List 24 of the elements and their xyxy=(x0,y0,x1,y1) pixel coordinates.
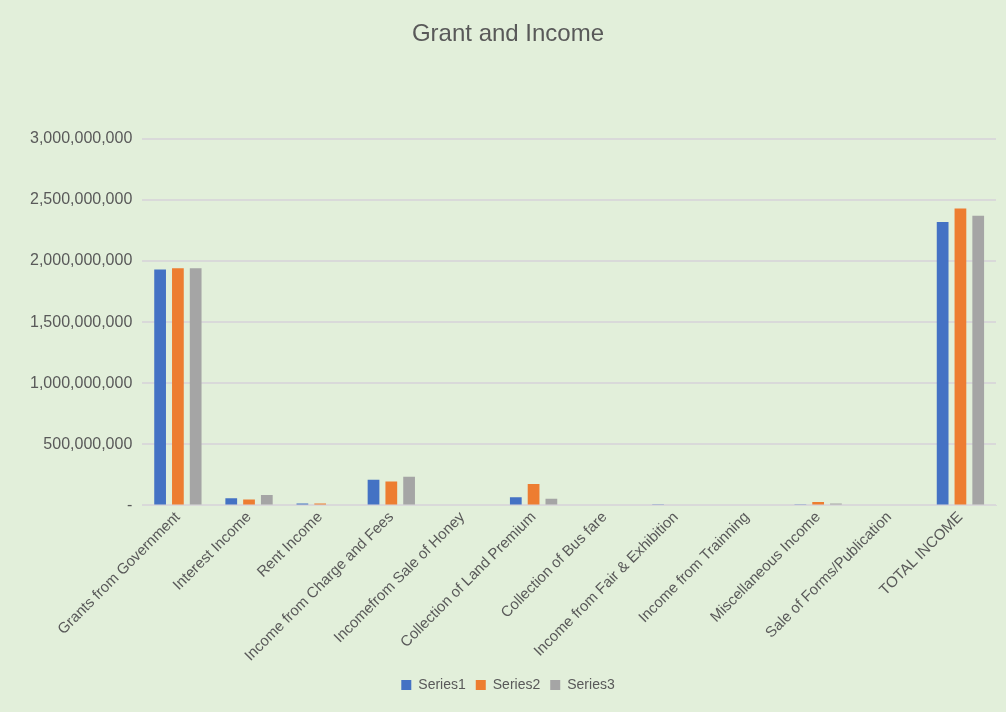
y-tick-label: 2,500,000,000 xyxy=(29,190,133,208)
bar xyxy=(367,479,380,505)
bar xyxy=(954,208,967,505)
y-tick-label: 500,000,000 xyxy=(43,434,133,452)
legend-label: Series2 xyxy=(492,675,541,692)
bar xyxy=(385,481,398,505)
y-tick-label: - xyxy=(126,495,133,513)
bar xyxy=(527,483,540,505)
chart-title: Grant and Income xyxy=(411,19,605,47)
bar xyxy=(509,497,522,505)
bar xyxy=(936,221,949,505)
legend-label: Series1 xyxy=(418,675,466,692)
bar xyxy=(154,269,166,505)
y-tick-label: 1,000,000,000 xyxy=(29,373,133,391)
bar xyxy=(172,268,184,505)
bar xyxy=(260,495,273,505)
bar xyxy=(403,476,415,505)
bar xyxy=(225,498,238,505)
bar xyxy=(189,268,202,505)
legend-label: Series3 xyxy=(567,675,615,692)
y-tick-label: 3,000,000,000 xyxy=(29,129,133,147)
y-tick-label: 1,500,000,000 xyxy=(29,312,133,330)
bar xyxy=(972,215,985,505)
y-tick-label: 2,000,000,000 xyxy=(29,251,133,269)
